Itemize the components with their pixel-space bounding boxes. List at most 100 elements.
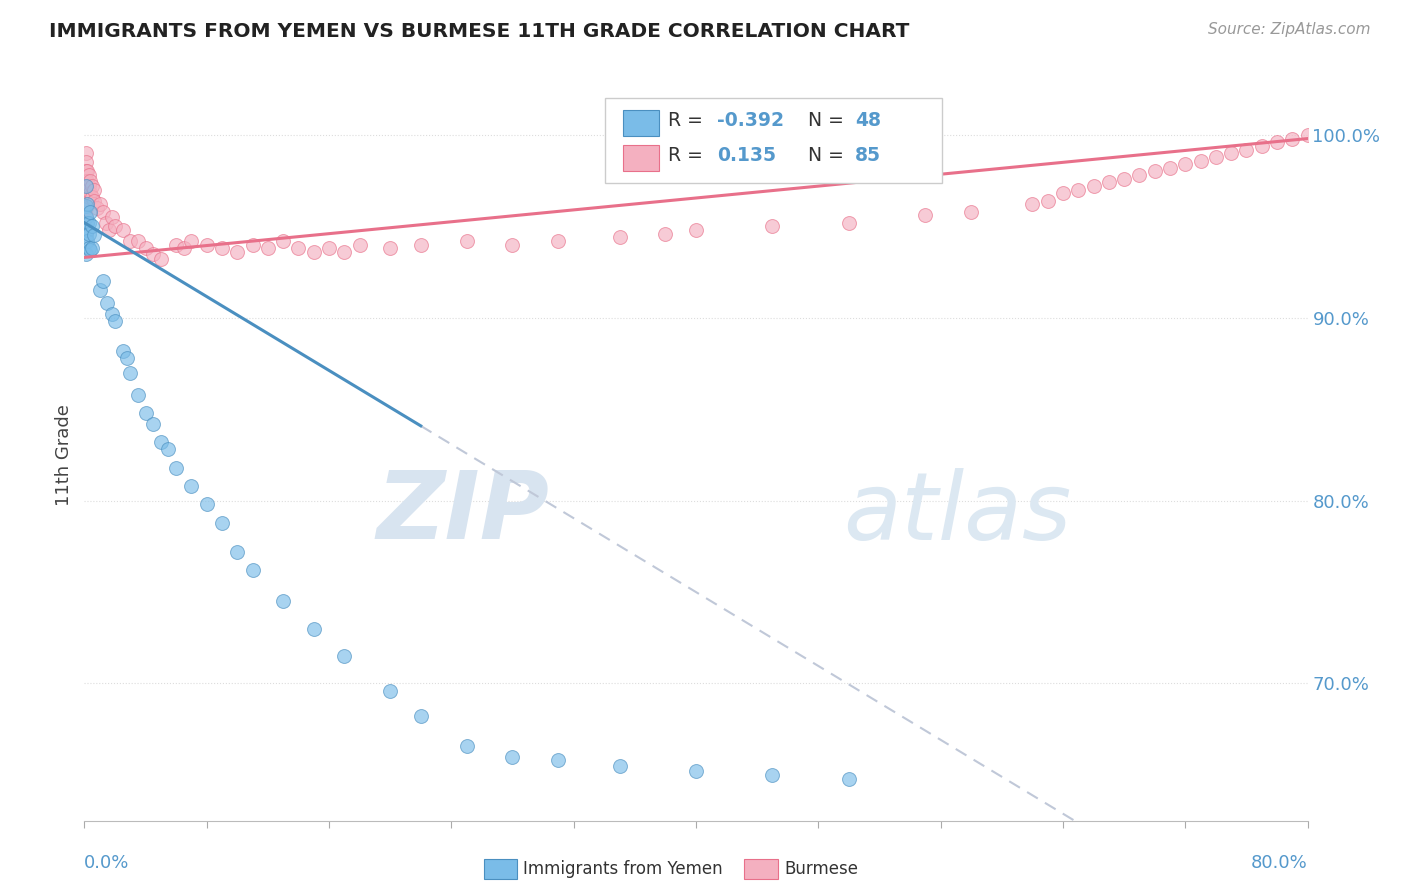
Point xyxy=(165,460,187,475)
Point xyxy=(302,244,325,259)
Point xyxy=(96,296,118,310)
Point xyxy=(271,234,294,248)
Point xyxy=(1189,153,1212,168)
Point xyxy=(83,183,105,197)
Point xyxy=(1220,146,1243,161)
Point xyxy=(1250,139,1272,153)
Point xyxy=(838,772,860,786)
Point xyxy=(226,244,249,259)
Point xyxy=(380,241,402,255)
Point xyxy=(1052,186,1074,201)
Point xyxy=(127,234,149,248)
Text: Source: ZipAtlas.com: Source: ZipAtlas.com xyxy=(1208,22,1371,37)
Y-axis label: 11th Grade: 11th Grade xyxy=(55,404,73,506)
Point xyxy=(1036,194,1059,208)
Point xyxy=(1205,150,1227,164)
Point xyxy=(685,764,707,779)
Point xyxy=(1067,183,1090,197)
Point xyxy=(142,417,165,431)
Point xyxy=(75,211,97,225)
Point xyxy=(1296,128,1319,142)
Text: R =: R = xyxy=(668,111,703,130)
Point xyxy=(97,223,120,237)
Point xyxy=(77,179,100,194)
Point xyxy=(76,183,98,197)
Point xyxy=(409,709,432,723)
Point xyxy=(135,406,157,420)
Point xyxy=(1098,176,1121,190)
Point xyxy=(1143,164,1166,178)
Point xyxy=(180,479,202,493)
Point xyxy=(195,497,218,511)
Point xyxy=(242,563,264,577)
Point xyxy=(75,174,97,188)
Point xyxy=(1159,161,1181,175)
Point xyxy=(75,146,97,161)
Point xyxy=(75,228,97,243)
Point xyxy=(180,234,202,248)
Point xyxy=(287,241,309,255)
Point xyxy=(80,219,103,234)
Point xyxy=(89,284,111,298)
Point xyxy=(609,758,631,772)
Point xyxy=(1327,468,1350,483)
Point xyxy=(761,768,783,782)
Point xyxy=(1114,171,1136,186)
Point xyxy=(1281,131,1303,145)
Point xyxy=(80,241,103,255)
Point xyxy=(77,190,100,204)
Point xyxy=(456,739,478,753)
Point xyxy=(75,201,97,215)
Point xyxy=(195,237,218,252)
Point xyxy=(80,179,103,194)
Point xyxy=(149,252,172,267)
Point xyxy=(76,216,98,230)
Point xyxy=(79,174,101,188)
Point xyxy=(685,223,707,237)
Point xyxy=(127,387,149,401)
Point xyxy=(76,174,98,188)
Point xyxy=(349,237,371,252)
Point xyxy=(76,164,98,178)
Point xyxy=(547,753,569,767)
Point xyxy=(761,219,783,234)
Point xyxy=(75,192,97,206)
Text: Immigrants from Yemen: Immigrants from Yemen xyxy=(523,860,723,878)
Point xyxy=(83,194,105,208)
Text: IMMIGRANTS FROM YEMEN VS BURMESE 11TH GRADE CORRELATION CHART: IMMIGRANTS FROM YEMEN VS BURMESE 11TH GR… xyxy=(49,22,910,41)
Point xyxy=(456,234,478,248)
Point xyxy=(111,343,134,358)
Text: 48: 48 xyxy=(855,111,880,130)
Point xyxy=(101,211,124,225)
Point xyxy=(914,208,936,222)
Point xyxy=(104,314,127,328)
Point xyxy=(91,274,114,288)
Point xyxy=(89,197,111,211)
Point xyxy=(120,234,142,248)
Point xyxy=(1265,135,1288,149)
Point xyxy=(104,219,127,234)
Text: ZIP: ZIP xyxy=(377,467,550,559)
Point xyxy=(1327,472,1350,486)
Point xyxy=(75,183,97,197)
Point xyxy=(654,227,676,241)
Text: N =: N = xyxy=(808,111,845,130)
Point xyxy=(173,241,195,255)
Point xyxy=(242,237,264,252)
Point xyxy=(83,228,105,243)
Point xyxy=(157,442,180,457)
Point xyxy=(75,179,97,194)
Point xyxy=(76,223,98,237)
Text: 85: 85 xyxy=(855,145,880,165)
Text: 0.135: 0.135 xyxy=(717,145,776,165)
Point xyxy=(302,622,325,636)
Point xyxy=(79,186,101,201)
Point xyxy=(838,216,860,230)
Point xyxy=(257,241,280,255)
Point xyxy=(1327,460,1350,475)
Point xyxy=(75,199,97,213)
Text: Burmese: Burmese xyxy=(785,860,859,878)
Point xyxy=(75,211,97,225)
Point xyxy=(1343,464,1365,478)
Point xyxy=(111,223,134,237)
